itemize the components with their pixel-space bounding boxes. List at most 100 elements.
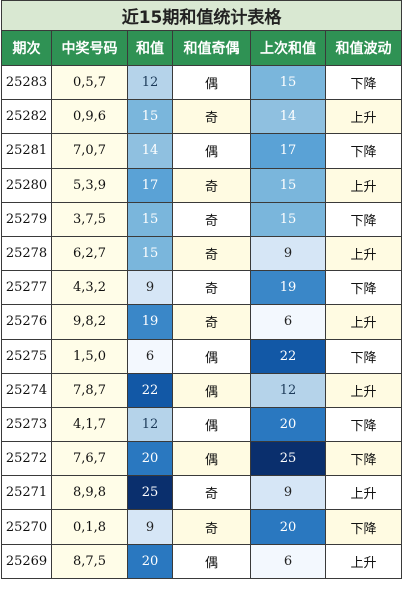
period-cell: 25270: [1, 509, 52, 545]
period-cell: 25277: [1, 270, 52, 306]
prev-sum-cell: 12: [250, 372, 326, 408]
table-row: 25273 4,1,7 12 偶 20 下降: [1, 406, 402, 443]
trend-cell: 上升: [324, 235, 402, 272]
table-row: 25283 0,5,7 12 偶 15 下降: [1, 64, 402, 101]
table-row: 25280 5,3,9 17 奇 15 上升: [1, 167, 402, 203]
sum-cell: 12: [127, 406, 173, 443]
trend-cell: 下降: [324, 270, 402, 306]
prev-sum-cell: 15: [250, 64, 326, 101]
numbers-cell: 3,7,5: [51, 201, 128, 237]
prev-sum-cell: 25: [250, 441, 326, 477]
parity-cell: 偶: [172, 406, 251, 443]
sum-cell: 15: [127, 201, 173, 237]
sum-cell: 6: [127, 338, 173, 374]
table-row: 25279 3,7,5 15 奇 15 下降: [1, 201, 402, 237]
table-row: 25270 0,1,8 9 奇 20 下降: [1, 509, 402, 545]
numbers-cell: 6,2,7: [51, 235, 128, 272]
parity-cell: 奇: [172, 509, 251, 545]
period-cell: 25278: [1, 235, 52, 272]
trend-cell: 下降: [324, 64, 402, 101]
numbers-cell: 0,9,6: [51, 99, 128, 135]
numbers-cell: 8,7,5: [51, 543, 128, 579]
sum-cell: 19: [127, 304, 173, 340]
period-cell: 25274: [1, 372, 52, 408]
parity-cell: 奇: [172, 201, 251, 237]
sum-cell: 9: [127, 270, 173, 306]
prev-sum-cell: 14: [250, 99, 326, 135]
header-parity: 和值奇偶: [172, 30, 251, 66]
trend-cell: 上升: [324, 543, 402, 579]
numbers-cell: 1,5,0: [51, 338, 128, 374]
prev-sum-cell: 15: [250, 167, 326, 203]
period-cell: 25283: [1, 64, 52, 101]
period-cell: 25276: [1, 304, 52, 340]
table-row: 25274 7,8,7 22 偶 12 上升: [1, 372, 402, 408]
table-row: 25271 8,9,8 25 奇 9 上升: [1, 475, 402, 511]
parity-cell: 奇: [172, 235, 251, 272]
parity-cell: 奇: [172, 167, 251, 203]
trend-cell: 上升: [324, 99, 402, 135]
prev-sum-cell: 6: [250, 304, 326, 340]
numbers-cell: 7,8,7: [51, 372, 128, 408]
table-row: 25272 7,6,7 20 偶 25 下降: [1, 441, 402, 477]
parity-cell: 奇: [172, 270, 251, 306]
sum-cell: 25: [127, 475, 173, 511]
parity-cell: 偶: [172, 543, 251, 579]
prev-sum-cell: 20: [250, 406, 326, 443]
prev-sum-cell: 22: [250, 338, 326, 374]
trend-cell: 下降: [324, 509, 402, 545]
sum-cell: 15: [127, 99, 173, 135]
trend-cell: 上升: [324, 475, 402, 511]
period-cell: 25272: [1, 441, 52, 477]
numbers-cell: 7,6,7: [51, 441, 128, 477]
period-cell: 25273: [1, 406, 52, 443]
prev-sum-cell: 15: [250, 201, 326, 237]
period-cell: 25271: [1, 475, 52, 511]
numbers-cell: 0,5,7: [51, 64, 128, 101]
trend-cell: 上升: [324, 304, 402, 340]
parity-cell: 偶: [172, 133, 251, 169]
table-row: 25278 6,2,7 15 奇 9 上升: [1, 235, 402, 272]
prev-sum-cell: 20: [250, 509, 326, 545]
sum-cell: 15: [127, 235, 173, 272]
parity-cell: 奇: [172, 304, 251, 340]
period-cell: 25275: [1, 338, 52, 374]
sum-cell: 12: [127, 64, 173, 101]
header-row: 期次 中奖号码 和值 和值奇偶 上次和值 和值波动: [1, 30, 402, 66]
trend-cell: 下降: [324, 133, 402, 169]
table-row: 25277 4,3,2 9 奇 19 下降: [1, 270, 402, 306]
header-numbers: 中奖号码: [51, 30, 128, 66]
period-cell: 25279: [1, 201, 52, 237]
parity-cell: 奇: [172, 475, 251, 511]
numbers-cell: 0,1,8: [51, 509, 128, 545]
numbers-cell: 8,9,8: [51, 475, 128, 511]
header-trend: 和值波动: [324, 30, 402, 66]
parity-cell: 偶: [172, 372, 251, 408]
table-row: 25275 1,5,0 6 偶 22 下降: [1, 338, 402, 374]
header-prev-sum: 上次和值: [250, 30, 326, 66]
sum-cell: 22: [127, 372, 173, 408]
numbers-cell: 4,3,2: [51, 270, 128, 306]
numbers-cell: 4,1,7: [51, 406, 128, 443]
prev-sum-cell: 17: [250, 133, 326, 169]
trend-cell: 下降: [324, 338, 402, 374]
table-row: 25281 7,0,7 14 偶 17 下降: [1, 133, 402, 169]
period-cell: 25282: [1, 99, 52, 135]
parity-cell: 奇: [172, 99, 251, 135]
table-row: 25276 9,8,2 19 奇 6 上升: [1, 304, 402, 340]
table-row: 25269 8,7,5 20 偶 6 上升: [1, 543, 402, 579]
period-cell: 25281: [1, 133, 52, 169]
trend-cell: 下降: [324, 406, 402, 443]
table-row: 25282 0,9,6 15 奇 14 上升: [1, 99, 402, 135]
period-cell: 25269: [1, 543, 52, 579]
trend-cell: 下降: [324, 201, 402, 237]
trend-cell: 上升: [324, 167, 402, 203]
prev-sum-cell: 19: [250, 270, 326, 306]
period-cell: 25280: [1, 167, 52, 203]
prev-sum-cell: 9: [250, 235, 326, 272]
trend-cell: 下降: [324, 441, 402, 477]
sum-cell: 20: [127, 543, 173, 579]
prev-sum-cell: 9: [250, 475, 326, 511]
sum-cell: 14: [127, 133, 173, 169]
